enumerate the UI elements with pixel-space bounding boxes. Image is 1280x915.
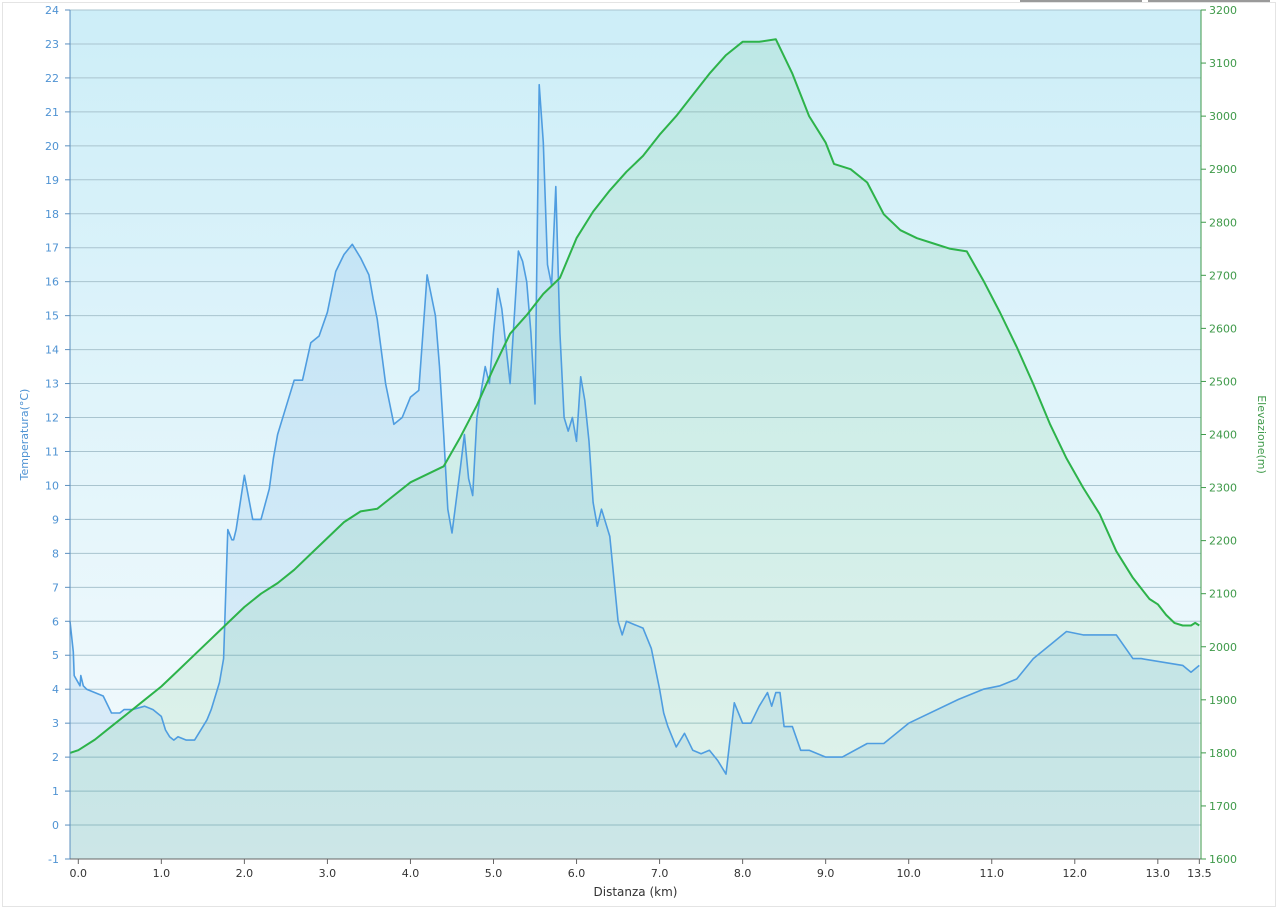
y-left-tick-label: 15 <box>45 310 59 323</box>
series-areas <box>70 39 1200 859</box>
y-left-tick-label: 0 <box>52 819 59 832</box>
x-tick-label: 8.0 <box>734 867 752 880</box>
y-left-tick-label: 11 <box>45 445 59 458</box>
x-tick-label: 6.0 <box>568 867 586 880</box>
x-tick-label: 10.0 <box>896 867 921 880</box>
y-left-tick-label: 2 <box>52 751 59 764</box>
y-left-tick-label: 1 <box>52 785 59 798</box>
y-left-tick-label: 19 <box>45 174 59 187</box>
y-left-tick-label: 8 <box>52 547 59 560</box>
y-right-tick-label: 3100 <box>1209 57 1237 70</box>
y-left-tick-label: 24 <box>45 4 59 17</box>
plot-background <box>70 10 1201 859</box>
x-tick-label: 7.0 <box>651 867 669 880</box>
x-tick-label: 12.0 <box>1063 867 1088 880</box>
temperature-line <box>69 83 1200 775</box>
y-right-tick-label: 2200 <box>1209 535 1237 548</box>
y-left-tick-label: 6 <box>52 615 59 628</box>
y-left-tick-label: 18 <box>45 208 59 221</box>
y-left-tick-label: 5 <box>52 649 59 662</box>
grid-lines <box>70 9 1201 860</box>
y-right-tick-label: 3200 <box>1209 4 1237 17</box>
elevation-line <box>69 38 1200 754</box>
y-left-tick-label: -1 <box>48 853 59 866</box>
y-left-tick-label: 16 <box>45 276 59 289</box>
y-left-tick-label: 9 <box>52 513 59 526</box>
y-right-axis-title: Elevazione(m) <box>1255 395 1268 474</box>
y-right-tick-label: 2800 <box>1209 216 1237 229</box>
y-right-tick-label: 2300 <box>1209 482 1237 495</box>
x-tick-label: 3.0 <box>319 867 337 880</box>
y-right-tick-label: 2700 <box>1209 269 1237 282</box>
y-right-tick-label: 2100 <box>1209 588 1237 601</box>
y-right-tick-label: 2600 <box>1209 322 1237 335</box>
y-left-tick-label: 20 <box>45 140 59 153</box>
y-right-tick-label: 1800 <box>1209 747 1237 760</box>
y-right-tick-label: 1700 <box>1209 800 1237 813</box>
y-left-tick-label: 23 <box>45 38 59 51</box>
toolbar-button-2[interactable] <box>1148 0 1270 2</box>
y-left-tick-label: 17 <box>45 242 59 255</box>
y-left-tick-label: 4 <box>52 683 59 696</box>
x-tick-label: 13.0 <box>1146 867 1171 880</box>
y-right-tick-label: 1900 <box>1209 694 1237 707</box>
x-tick-label: 0.0 <box>70 867 88 880</box>
toolbar-button-1[interactable] <box>1020 0 1142 2</box>
y-left-tick-label: 14 <box>45 344 59 357</box>
y-right-tick-label: 2500 <box>1209 375 1237 388</box>
x-tick-label: 11.0 <box>979 867 1004 880</box>
x-tick-label: 9.0 <box>817 867 835 880</box>
y-left-tick-label: 7 <box>52 581 59 594</box>
y-left-tick-label: 12 <box>45 412 59 425</box>
y-right-tick-labels: 1600 1700 1800 1900 2000 2100 2200 2300 2400 2500… <box>1201 4 1237 866</box>
x-axis-title: Distanza (km) <box>594 885 678 899</box>
x-tick-labels: 0.0 1.0 2.0 3.0 4.0 5.0 6.0 7.0 8.0 9.0 10.0 11.0 12… <box>70 859 1212 880</box>
y-right-tick-label: 2900 <box>1209 163 1237 176</box>
x-tick-label: 2.0 <box>236 867 254 880</box>
y-right-tick-label: 1600 <box>1209 853 1237 866</box>
x-tick-label: 1.0 <box>153 867 171 880</box>
x-tick-label: 13.5 <box>1187 867 1212 880</box>
elevation-area <box>70 39 1200 859</box>
y-right-tick-label: 3000 <box>1209 110 1237 123</box>
y-left-axis-title: Temperatura(°C) <box>18 389 31 482</box>
x-tick-label: 4.0 <box>402 867 420 880</box>
y-left-tick-label: 21 <box>45 106 59 119</box>
series-lines <box>69 38 1200 775</box>
y-left-tick-label: 22 <box>45 72 59 85</box>
y-left-tick-label: 13 <box>45 378 59 391</box>
y-left-tick-labels: -101234567891011121314151617181920212223… <box>45 4 70 866</box>
y-left-tick-label: 10 <box>45 479 59 492</box>
y-right-tick-label: 2000 <box>1209 641 1237 654</box>
temperature-area <box>70 84 1200 859</box>
y-right-tick-label: 2400 <box>1209 429 1237 442</box>
y-left-tick-label: 3 <box>52 717 59 730</box>
x-tick-label: 5.0 <box>485 867 503 880</box>
